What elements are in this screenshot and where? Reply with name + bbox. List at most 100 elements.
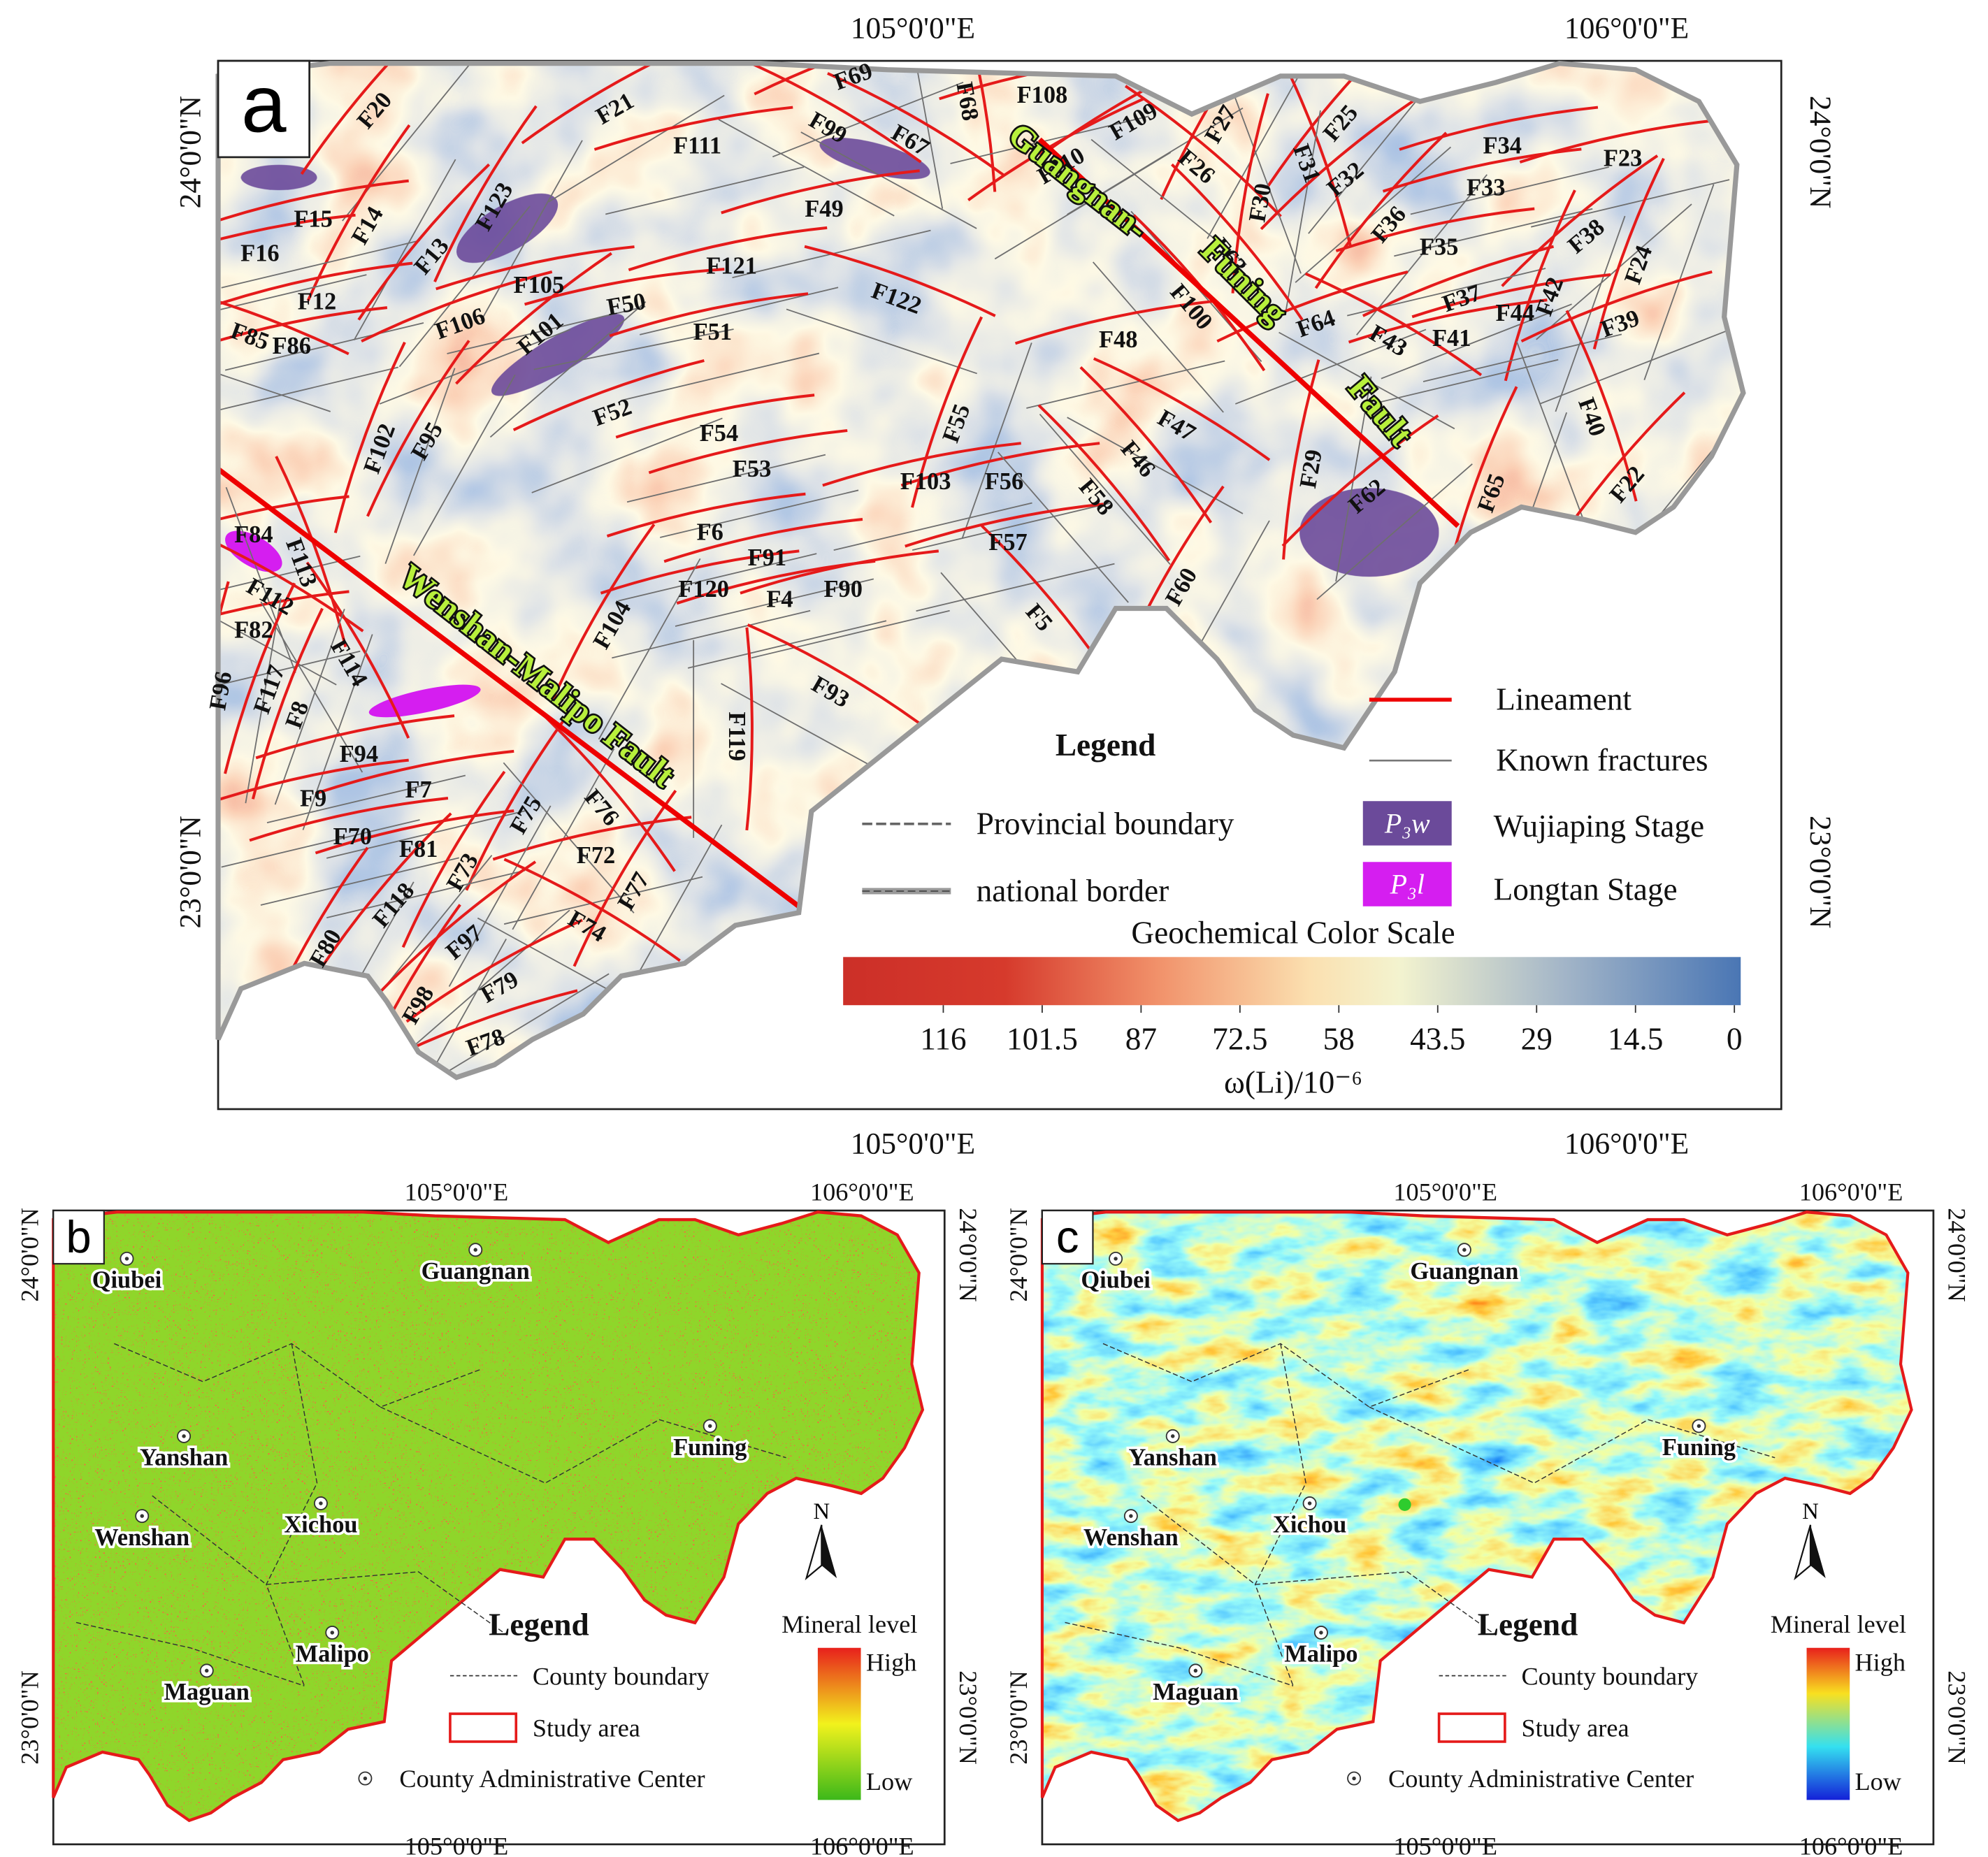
lineament — [218, 261, 413, 307]
lineament — [628, 226, 828, 272]
city-label: Guangnan — [1410, 1258, 1518, 1285]
fault-label: F94 — [340, 741, 378, 767]
lon-label: 106°0'0"E — [810, 1178, 914, 1206]
lineament — [745, 627, 754, 831]
fault-label: F105 — [514, 272, 565, 298]
lineament — [1124, 85, 1282, 217]
known-fracture — [660, 489, 859, 538]
scale-tick-label: 72.5 — [1212, 1022, 1267, 1057]
lat-label: 23°0'0"N — [1943, 1670, 1971, 1765]
lat-label: 23°0'0"N — [1803, 816, 1837, 928]
city-label: Qiubei — [92, 1267, 162, 1294]
city-label: Maguan — [1153, 1679, 1238, 1705]
known-fracture — [533, 328, 734, 370]
legend-swatch — [1362, 862, 1452, 906]
legend-label: Longtan Stage — [1494, 872, 1678, 907]
known-fracture — [326, 810, 526, 859]
guangnan-funing-fault-line — [1037, 137, 1460, 528]
known-fracture — [1360, 359, 1559, 408]
fault-label: F84 — [234, 521, 273, 548]
county-boundary — [1140, 1495, 1497, 1636]
fault-label: F54 — [700, 420, 738, 447]
county-center-dot — [1697, 1424, 1701, 1429]
city-label: Malipo — [1284, 1641, 1357, 1668]
legend-label: Lineament — [1496, 682, 1632, 717]
fault-label: F111 — [673, 132, 721, 159]
county-center-dot — [1114, 1257, 1118, 1261]
county-center-dot — [1319, 1631, 1323, 1635]
known-fracture — [1093, 261, 1224, 413]
known-fracture — [379, 328, 571, 405]
known-fracture — [605, 166, 805, 215]
county-boundary — [152, 1495, 507, 1636]
known-fracture — [1555, 215, 1626, 412]
lineament — [435, 245, 635, 291]
lon-label: 106°0'0"E — [1799, 1178, 1903, 1206]
known-fracture — [447, 305, 646, 354]
lineament — [804, 245, 996, 317]
fault-label: F119 — [723, 711, 750, 761]
legend-swatch — [1362, 801, 1452, 846]
scale-tick-label: 14.5 — [1608, 1022, 1663, 1057]
known-fracture — [326, 869, 526, 919]
county-boundaries — [1065, 1343, 1775, 1686]
scale-low: Low — [1854, 1768, 1901, 1795]
known-fracture — [626, 454, 826, 503]
known-fracture — [1515, 341, 1587, 528]
fault-label: F81 — [399, 836, 438, 862]
county-boundary — [1254, 1343, 1306, 1686]
north-label: N — [814, 1499, 830, 1524]
lineament — [379, 860, 537, 993]
legend-swatch — [363, 1776, 368, 1781]
known-fracture — [1278, 331, 1455, 430]
known-fracture — [618, 553, 817, 602]
lineament — [319, 812, 452, 970]
lat-label: 23°0'0"N — [954, 1670, 982, 1765]
lineament — [218, 179, 409, 224]
scale-unit: ω(Li)/10⁻⁶ — [1224, 1064, 1362, 1099]
fault-label: F30 — [1244, 181, 1276, 224]
mineral-color-bar — [817, 1647, 861, 1800]
known-fracture — [1530, 179, 1730, 228]
panel-label-box — [217, 59, 310, 159]
p3w-patch — [819, 137, 930, 180]
lineament — [1266, 63, 1399, 188]
known-fracture — [448, 805, 552, 987]
lineament — [1348, 298, 1548, 344]
lineament — [1014, 300, 1214, 345]
known-fracture — [1295, 146, 1452, 283]
longtan-patches — [225, 530, 481, 718]
county-boundary — [266, 1343, 318, 1686]
lineament — [676, 559, 876, 605]
known-fracture — [218, 366, 398, 415]
scale-tick-label: 116 — [920, 1022, 966, 1057]
lineament — [1501, 154, 1659, 287]
known-fracture — [274, 608, 345, 805]
known-fracture — [1039, 413, 1171, 565]
legend-title: Legend — [489, 1607, 589, 1642]
county-center-dot — [473, 1248, 477, 1252]
lineament — [455, 252, 612, 385]
scale-title: Mineral level — [1771, 1610, 1906, 1638]
county-boundary — [380, 1406, 786, 1484]
fault-label: F15 — [294, 206, 332, 233]
known-fracture — [503, 876, 703, 925]
panel-label: b — [66, 1211, 91, 1262]
lineament — [615, 393, 815, 439]
lineament — [361, 270, 553, 343]
lat-label: 24°0'0"N — [954, 1208, 982, 1302]
county-boundary — [1065, 1621, 1294, 1686]
mineral-color-bar — [1806, 1647, 1850, 1800]
legend-label: County boundary — [533, 1662, 710, 1690]
p3w-patch — [1299, 488, 1439, 577]
lineament — [1037, 404, 1171, 562]
known-fracture — [413, 374, 516, 556]
known-fracture — [302, 634, 373, 830]
lineament — [1079, 366, 1213, 523]
county-center-dot — [708, 1424, 712, 1429]
wujiaping-patches — [240, 137, 1439, 577]
known-fracture — [800, 131, 977, 229]
